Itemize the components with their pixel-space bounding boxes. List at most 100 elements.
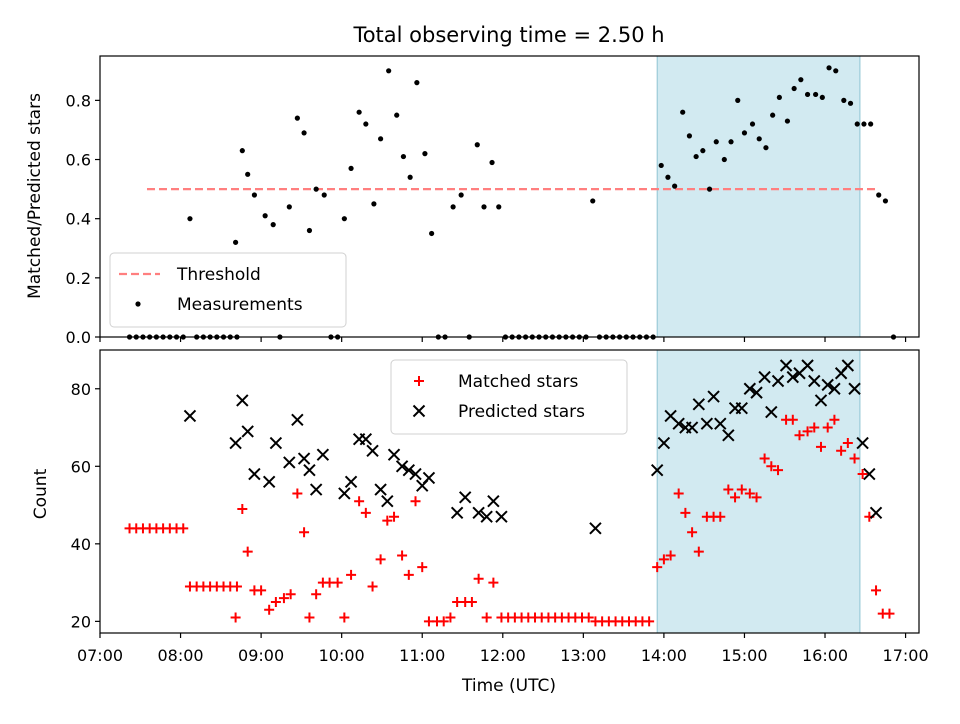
measurement-point (735, 97, 741, 103)
matched-star-point (665, 550, 676, 561)
matched-star-point (299, 527, 310, 538)
bottom-legend-label: Predicted stars (458, 402, 585, 422)
bottom-axes-frame (99, 349, 920, 634)
predicted-star-point (395, 460, 409, 473)
matched-star-point (842, 438, 853, 449)
bottom-x-tick-label: 08:00 (158, 646, 204, 665)
measurement-point (861, 121, 867, 127)
predicted-star-point (856, 436, 869, 450)
measurement-point (791, 85, 797, 92)
matched-star-point (367, 581, 378, 592)
matched-star-point (311, 589, 322, 600)
measurement-point (700, 148, 706, 154)
predicted-star-point (707, 390, 720, 403)
legend-measurement-marker (135, 301, 141, 307)
measurement-point (356, 109, 362, 115)
predicted-star-point (236, 394, 249, 407)
predicted-star-point (381, 494, 394, 508)
bottom-x-tick-label: 17:00 (883, 646, 929, 665)
predicted-star-point (692, 398, 706, 411)
matched-star-point (397, 550, 408, 561)
predicted-star-point (735, 401, 748, 415)
matched-star-point (264, 604, 275, 615)
matched-star-point (680, 507, 691, 518)
matched-star-point (802, 426, 813, 437)
predicted-star-point (650, 463, 664, 477)
measurement-point (819, 94, 825, 101)
matched-star-point (354, 496, 365, 507)
matched-star-point (751, 492, 762, 503)
bottom-x-tick-label: 10:00 (319, 646, 365, 665)
matched-star-point (270, 596, 281, 607)
measurement-point (784, 118, 791, 124)
matched-star-point (759, 453, 770, 464)
matched-star-point (723, 484, 734, 495)
matched-star-point (687, 527, 698, 538)
measurement-point (721, 156, 727, 163)
bottom-panel: 20 40 60 80 07:00 08:00 09:00 10:00 11:00 12:00 13… (71, 349, 929, 665)
predicted-star-point (869, 506, 883, 520)
measurement-point (693, 153, 699, 160)
matched-star-point (809, 422, 820, 433)
matched-star-point (466, 596, 477, 607)
bottom-x-tick-label: 15:00 (721, 646, 767, 665)
matched-star-point (242, 546, 253, 557)
measurement-point (756, 136, 762, 142)
predicted-star-point (283, 456, 296, 469)
predicted-star-point (344, 475, 358, 489)
matched-star-point (346, 569, 357, 580)
measurement-point (590, 198, 596, 204)
matched-star-point (382, 515, 393, 526)
measurement-point (665, 174, 671, 180)
predicted-star-point (714, 417, 727, 430)
predicted-star-point (402, 463, 416, 477)
predicted-star-point (409, 467, 422, 481)
matched-star-point (438, 616, 449, 627)
matched-star-point (256, 585, 267, 596)
predicted-star-point (472, 506, 485, 520)
measurement-point (876, 192, 882, 198)
matched-star-point (644, 616, 655, 627)
measurement-point (245, 171, 251, 177)
bottom-x-axis-label: Time (UTC) (461, 676, 556, 696)
matched-star-point (231, 581, 242, 592)
top-legend-label: Measurements (177, 295, 303, 315)
predicted-star-point (241, 425, 254, 438)
predicted-star-point (248, 467, 261, 481)
measurement-point (713, 139, 719, 145)
predicted-star-point (779, 359, 793, 372)
matched-star-point (836, 445, 847, 456)
top-y-tick-label: 0.0 (66, 328, 91, 347)
predicted-star-point (786, 370, 800, 384)
bottom-x-tick-label: 07:00 (77, 646, 123, 665)
matched-star-point (787, 414, 798, 425)
predicted-star-point (758, 370, 771, 384)
matched-star-point (822, 422, 833, 433)
matched-star-point (857, 469, 868, 480)
measurement-point (394, 112, 400, 118)
measurement-point (728, 139, 734, 145)
predicted-star-point (657, 436, 671, 450)
predicted-star-point (487, 494, 500, 508)
matched-star-point (339, 612, 350, 623)
predicted-star-point (262, 475, 276, 489)
measurement-point (672, 183, 678, 189)
measurement-point (763, 145, 769, 151)
predicted-star-point (316, 448, 330, 461)
matched-star-point (488, 577, 499, 588)
measurement-point (450, 204, 456, 210)
measurement-point (868, 121, 874, 127)
legend-matched-marker (414, 376, 424, 386)
predicted-star-point (750, 386, 763, 399)
predicted-star-point (685, 421, 699, 434)
matched-star-point (410, 496, 421, 507)
measurement-point (233, 239, 239, 245)
top-y-tick-label: 0.4 (66, 210, 91, 229)
measurement-point (658, 162, 664, 169)
measurement-point (776, 94, 782, 101)
predicted-star-point (722, 429, 735, 442)
legend-predicted-marker (412, 404, 426, 418)
bottom-x-tick-label: 16:00 (802, 646, 848, 665)
measurement-point (294, 115, 300, 121)
